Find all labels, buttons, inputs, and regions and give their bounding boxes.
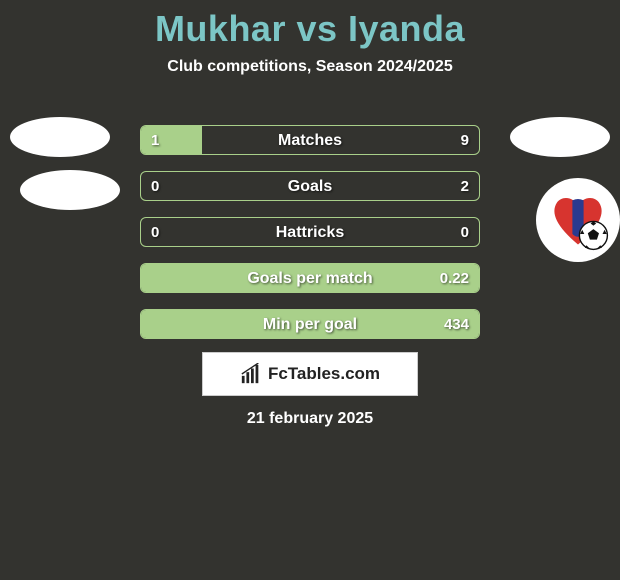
stat-label: Goals: [141, 172, 479, 200]
stat-value-right: 9: [461, 126, 469, 154]
stat-label: Matches: [141, 126, 479, 154]
chart-icon: [240, 363, 262, 385]
stat-label: Min per goal: [141, 310, 479, 338]
stat-value-right: 2: [461, 172, 469, 200]
brand-box: FcTables.com: [202, 352, 418, 396]
stat-value-right: 0.22: [440, 264, 469, 292]
stat-row: 0Hattricks0: [140, 217, 480, 247]
page-title: Mukhar vs Iyanda: [0, 0, 620, 50]
stat-row: 1Matches9: [140, 125, 480, 155]
stats-container: 1Matches90Goals20Hattricks0Goals per mat…: [0, 125, 620, 355]
subtitle: Club competitions, Season 2024/2025: [0, 58, 620, 76]
stat-row: 0Goals2: [140, 171, 480, 201]
stat-label: Hattricks: [141, 218, 479, 246]
stat-value-right: 0: [461, 218, 469, 246]
stat-value-right: 434: [444, 310, 469, 338]
stat-row: Min per goal434: [140, 309, 480, 339]
stat-label: Goals per match: [141, 264, 479, 292]
brand-text: FcTables.com: [268, 364, 380, 384]
date-line: 21 february 2025: [0, 410, 620, 428]
stat-row: Goals per match0.22: [140, 263, 480, 293]
